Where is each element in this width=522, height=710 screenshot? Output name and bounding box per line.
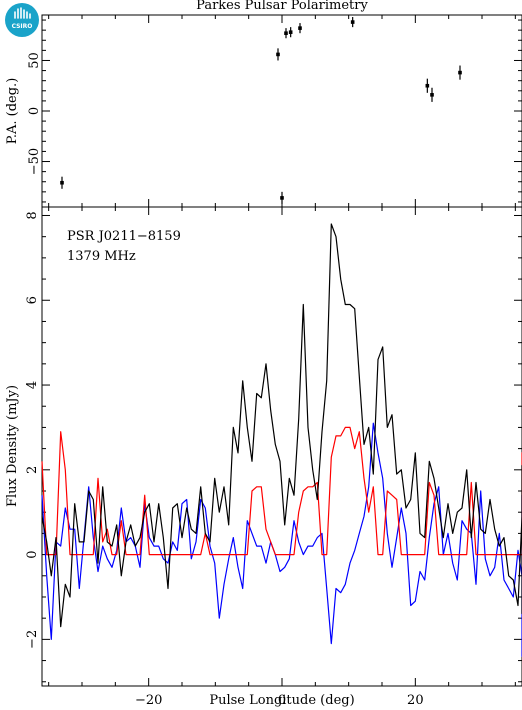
flux-y-tick-label: 8	[25, 211, 40, 219]
flux-axis-label: Flux Density (mJy)	[5, 385, 20, 507]
pa-point	[276, 48, 280, 61]
x-tick-label: 0	[278, 693, 286, 708]
pa-axis-ticks: −50 0 50	[27, 15, 522, 207]
pa-point	[280, 191, 284, 204]
flux-y-tick-label: 2	[25, 466, 40, 474]
logo-circle	[5, 3, 39, 37]
flux-y-tick-label: 4	[25, 381, 40, 389]
frequency-annotation: 1379 MHz	[67, 249, 136, 264]
pa-panel-frame	[41, 14, 522, 208]
pa-point	[458, 65, 462, 80]
pa-y-tick-label: 50	[27, 52, 42, 69]
logo-text: CSIRO	[12, 23, 33, 30]
pa-point	[425, 78, 430, 93]
pa-data-points	[60, 17, 462, 204]
pa-point	[288, 27, 293, 38]
flux-y-tick-label: −2	[25, 630, 40, 649]
logo-bars	[14, 7, 31, 19]
pa-point	[298, 23, 302, 34]
flux-y-tick-label: 6	[25, 296, 40, 304]
psr-name-annotation: PSR J0211−8159	[67, 229, 181, 244]
x-axis-label: Pulse Longitude (deg)	[209, 693, 354, 708]
pa-y-tick-label: 0	[27, 107, 42, 115]
pa-point	[284, 28, 288, 39]
pa-point	[350, 17, 355, 28]
csiro-logo: CSIRO	[5, 3, 39, 37]
series-I-line	[41, 223, 522, 628]
series-L-line	[41, 426, 522, 556]
pa-axis-label: P.A. (deg.)	[5, 78, 20, 145]
pa-point	[430, 87, 434, 102]
flux-panel-frame	[41, 206, 522, 687]
x-tick-label: −20	[135, 693, 162, 708]
pa-point	[60, 176, 64, 189]
x-tick-label: 20	[407, 693, 424, 708]
flux-y-tick-label: 0	[25, 550, 40, 558]
flux-series-lines	[41, 223, 522, 657]
pa-y-tick-label: −50	[27, 148, 42, 175]
chart-title: Parkes Pulsar Polarimetry	[196, 0, 368, 13]
series-V-line	[41, 422, 522, 657]
